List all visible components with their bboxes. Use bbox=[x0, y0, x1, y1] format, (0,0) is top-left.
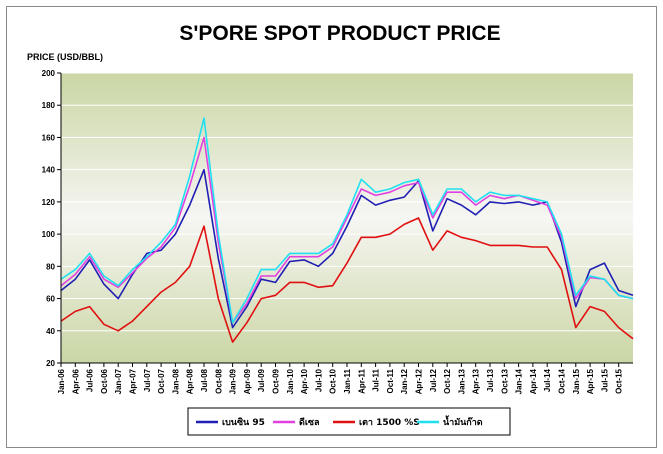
y-tick-label: 80 bbox=[46, 262, 55, 271]
y-axis-ticks: 20 40 60 80 100 120 140 160 180 200 bbox=[42, 69, 61, 368]
x-tick-label: Oct-06 bbox=[100, 368, 109, 393]
chart-title: S'PORE SPOT PRODUCT PRICE bbox=[179, 22, 500, 45]
y-tick-label: 20 bbox=[46, 359, 55, 368]
series-line-1 bbox=[60, 136, 634, 324]
y-tick-label: 40 bbox=[46, 327, 55, 336]
x-tick-label: Oct-09 bbox=[272, 368, 281, 393]
x-tick-label: Apr-14 bbox=[529, 368, 538, 394]
y-tick-label: 120 bbox=[42, 198, 56, 207]
x-tick-label: Apr-15 bbox=[586, 368, 595, 394]
y-tick-label: 100 bbox=[42, 230, 56, 239]
x-tick-label: Oct-13 bbox=[500, 368, 509, 393]
y-tick-label: 200 bbox=[42, 69, 56, 78]
x-tick-label: Jul-14 bbox=[543, 368, 552, 392]
x-tick-label: Jan-13 bbox=[457, 368, 466, 394]
x-tick-label: Oct-11 bbox=[386, 368, 395, 393]
x-tick-label: Oct-08 bbox=[214, 368, 223, 393]
x-tick-label: Jan-14 bbox=[515, 368, 524, 394]
x-tick-label: Oct-10 bbox=[329, 368, 338, 393]
x-tick-label: Apr-08 bbox=[186, 368, 195, 394]
x-tick-label: Jul-06 bbox=[86, 368, 95, 392]
x-tick-label: Jul-10 bbox=[314, 368, 323, 392]
series-lines bbox=[60, 117, 634, 343]
y-tick-label: 160 bbox=[42, 133, 56, 142]
y-tick-label: 60 bbox=[46, 295, 55, 304]
x-tick-label: Apr-11 bbox=[357, 368, 366, 393]
x-tick-label: Jul-08 bbox=[200, 368, 209, 392]
x-tick-label: Apr-06 bbox=[71, 368, 80, 394]
x-tick-label: Jul-11 bbox=[372, 368, 381, 391]
x-tick-label: Jul-12 bbox=[429, 368, 438, 392]
x-tick-label: Apr-09 bbox=[243, 368, 252, 394]
x-tick-label: Apr-12 bbox=[415, 368, 424, 394]
x-tick-label: Jan-08 bbox=[171, 368, 180, 394]
x-tick-label: Jul-15 bbox=[600, 368, 609, 392]
x-tick-label: Jan-15 bbox=[572, 368, 581, 394]
x-tick-label: Jan-09 bbox=[229, 368, 238, 394]
gridlines bbox=[61, 72, 633, 332]
x-tick-label: Jan-10 bbox=[286, 368, 295, 394]
x-tick-label: Oct-07 bbox=[157, 368, 166, 393]
y-axis-label: PRICE (USD/BBL) bbox=[27, 52, 103, 62]
x-tick-label: Oct-15 bbox=[615, 368, 624, 393]
y-tick-label: 180 bbox=[42, 101, 56, 110]
x-tick-label: Apr-10 bbox=[300, 368, 309, 394]
legend-label: เบนซิน 95 bbox=[222, 417, 265, 428]
x-tick-label: Apr-13 bbox=[472, 368, 481, 394]
legend-label: ดีเซล bbox=[299, 417, 320, 428]
x-tick-label: Oct-14 bbox=[558, 368, 567, 393]
series-line-3 bbox=[60, 117, 634, 324]
y-tick-label: 140 bbox=[42, 166, 56, 175]
x-tick-label: Jan-07 bbox=[114, 368, 123, 394]
legend-label: น้ำมันก๊าด bbox=[443, 415, 483, 428]
x-axis-ticks: Jan-06 Apr-06 Jul-06 Oct-06 Jan-07 Apr-07 Jul-… bbox=[57, 363, 624, 394]
x-tick-label: Jan-12 bbox=[400, 368, 409, 394]
x-tick-label: Oct-12 bbox=[443, 368, 452, 393]
x-tick-label: Jul-13 bbox=[486, 368, 495, 392]
x-tick-label: Jan-11 bbox=[343, 368, 352, 393]
series-line-2 bbox=[60, 217, 634, 343]
x-tick-label: Jul-09 bbox=[257, 368, 266, 392]
legend: เบนซิน 95 ดีเซล เตา 1500 %S น้ำมันก๊าด bbox=[187, 407, 511, 436]
x-tick-label: Jul-07 bbox=[143, 368, 152, 392]
x-tick-label: Jan-06 bbox=[57, 368, 66, 394]
x-tick-label: Apr-07 bbox=[129, 368, 138, 394]
legend-label: เตา 1500 %S bbox=[359, 418, 420, 428]
